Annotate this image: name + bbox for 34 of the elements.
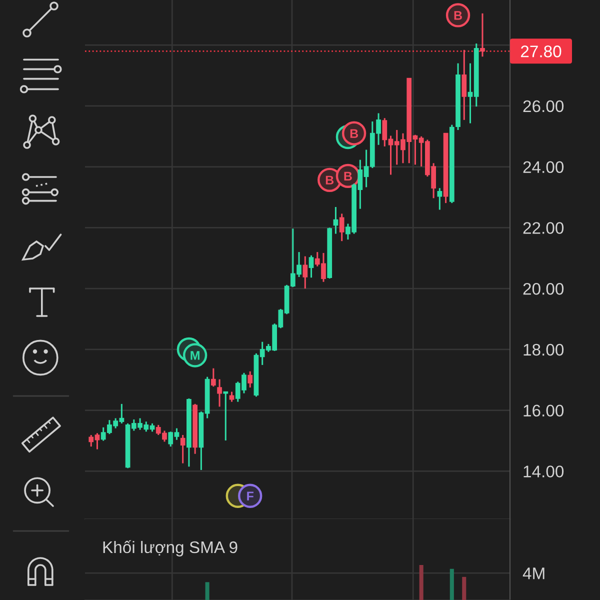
y-tick-label: 26.00 [523,100,564,112]
candlestick [437,187,442,210]
data-label: B [454,11,462,20]
bar [419,565,424,600]
candlestick [462,49,467,121]
candlestick [223,390,228,442]
data-label: F [247,492,254,500]
y-tick-label: 22.00 [523,222,564,234]
candlestick [333,206,338,235]
candlestick [229,390,234,403]
data-label: B [350,129,358,138]
data-label: B [326,176,334,184]
y-tick-label: 18.00 [524,344,564,356]
y-tick-label: 24.00 [523,161,564,174]
candlestick [210,368,216,388]
candlestick [217,378,222,408]
candlestick [248,370,253,388]
data-label: M [190,351,200,360]
ref-line-label: 27.80 [520,46,562,58]
candlestick [180,434,186,464]
y-tick-label: 14.00 [524,466,564,478]
ref-line-label: 4M [522,568,544,580]
chart-title: Khối lượng SMA 9 [103,540,238,556]
candlestick [302,256,308,290]
data-label: B [344,172,352,180]
bar [450,568,454,600]
point [238,484,262,508]
candlestick [339,212,344,242]
y-tick-label: 20.00 [523,282,564,295]
candlestick [308,254,314,278]
y-tick-label: 16.00 [524,404,564,417]
candlestick [480,12,485,58]
bar [205,582,210,600]
bar [462,576,466,600]
